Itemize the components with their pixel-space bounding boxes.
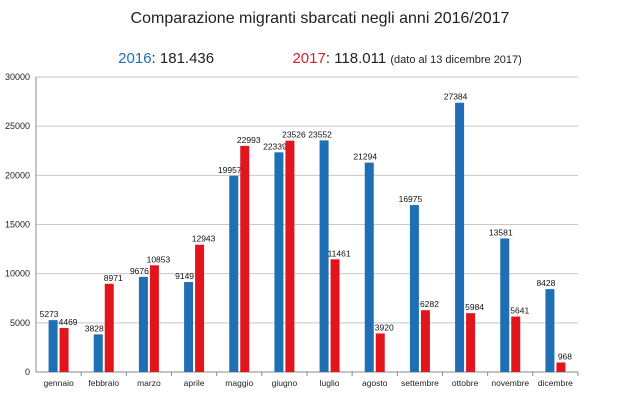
bar-2016 — [48, 320, 58, 372]
y-tick-label: 15000 — [5, 220, 30, 230]
data-label-2016: 21294 — [353, 152, 377, 162]
bar-2016 — [545, 289, 555, 372]
data-label-2016: 27384 — [444, 92, 468, 102]
bar-2017 — [330, 259, 340, 372]
data-label-2016: 16975 — [399, 194, 423, 204]
data-label-2016: 8428 — [536, 278, 555, 288]
total-2017-value: 118.011 — [334, 50, 387, 67]
data-label-2017: 5641 — [510, 306, 529, 316]
data-label-2017: 23526 — [282, 130, 306, 140]
bar-2016 — [93, 334, 103, 372]
x-tick-label: settembre — [401, 378, 439, 388]
total-2017-note: (dato al 13 dicembre 2017) — [390, 54, 522, 66]
bar-2016 — [409, 205, 419, 372]
bar-2017 — [149, 265, 159, 372]
bar-2017 — [240, 145, 250, 372]
data-label-2017: 968 — [558, 351, 572, 361]
data-label-2017: 10853 — [147, 254, 171, 264]
bar-2016 — [229, 175, 239, 372]
data-label-2016: 3828 — [85, 323, 104, 333]
x-tick-label: luglio — [320, 378, 340, 388]
total-2017-separator: : — [325, 50, 335, 67]
bar-2017 — [556, 362, 566, 372]
bar-2017 — [466, 313, 476, 372]
y-tick-label: 20000 — [5, 170, 30, 180]
x-tick-label: novembre — [491, 378, 529, 388]
data-label-2017: 12943 — [192, 234, 216, 244]
x-tick-label: gennaio — [43, 378, 74, 388]
y-tick-label: 5000 — [10, 318, 30, 328]
bar-2016 — [364, 162, 374, 372]
bar-2017 — [285, 140, 295, 372]
x-tick-label: agosto — [362, 378, 388, 388]
totals-line: 2016: 181.436 2017: 118.011 (dato al 13 … — [0, 50, 640, 67]
x-tick-label: febbraio — [88, 378, 119, 388]
bar-2016 — [455, 102, 465, 372]
data-label-2016: 9676 — [130, 266, 149, 276]
total-2016-value: 181.436 — [159, 50, 215, 67]
x-tick-label: maggio — [225, 378, 253, 388]
y-tick-label: 0 — [25, 367, 30, 377]
bar-2017 — [195, 244, 205, 372]
bar-2016 — [138, 276, 148, 372]
x-tick-label: dicembre — [538, 378, 573, 388]
y-tick-label: 25000 — [5, 121, 30, 131]
data-label-2017: 22993 — [237, 135, 261, 145]
chart-title: Comparazione migranti sbarcati negli ann… — [130, 10, 510, 27]
data-label-2016: 9149 — [175, 271, 194, 281]
bar-2017 — [420, 310, 430, 372]
bar-2017 — [104, 283, 114, 372]
x-tick-label: giugno — [272, 378, 298, 388]
total-2017-year: 2017 — [292, 50, 326, 67]
total-2016-year: 2016 — [118, 50, 152, 67]
y-tick-label: 30000 — [5, 72, 30, 82]
bar-2016 — [274, 152, 284, 372]
data-label-2017: 3920 — [375, 322, 394, 332]
data-label-2017: 5984 — [465, 302, 484, 312]
y-tick-label: 10000 — [5, 269, 30, 279]
bar-2017 — [375, 333, 385, 372]
data-label-2017: 6282 — [420, 299, 439, 309]
x-tick-label: marzo — [137, 378, 161, 388]
data-label-2016: 22339 — [263, 141, 287, 151]
bar-2016 — [319, 140, 329, 372]
data-label-2017: 11461 — [328, 248, 351, 258]
data-label-2016: 23552 — [308, 129, 332, 139]
data-label-2017: 8971 — [104, 273, 123, 283]
data-label-2016: 5273 — [40, 309, 59, 319]
bar-2016 — [500, 238, 510, 372]
data-label-2016: 13581 — [489, 227, 513, 237]
bar-2016 — [184, 282, 194, 372]
x-tick-label: aprile — [184, 378, 205, 388]
x-tick-label: ottobre — [452, 378, 479, 388]
data-label-2016: 19957 — [218, 165, 242, 175]
data-label-2017: 4469 — [59, 317, 78, 327]
total-2016-separator: : — [151, 50, 160, 67]
bar-2017 — [511, 316, 521, 372]
bar-2017 — [59, 328, 69, 372]
